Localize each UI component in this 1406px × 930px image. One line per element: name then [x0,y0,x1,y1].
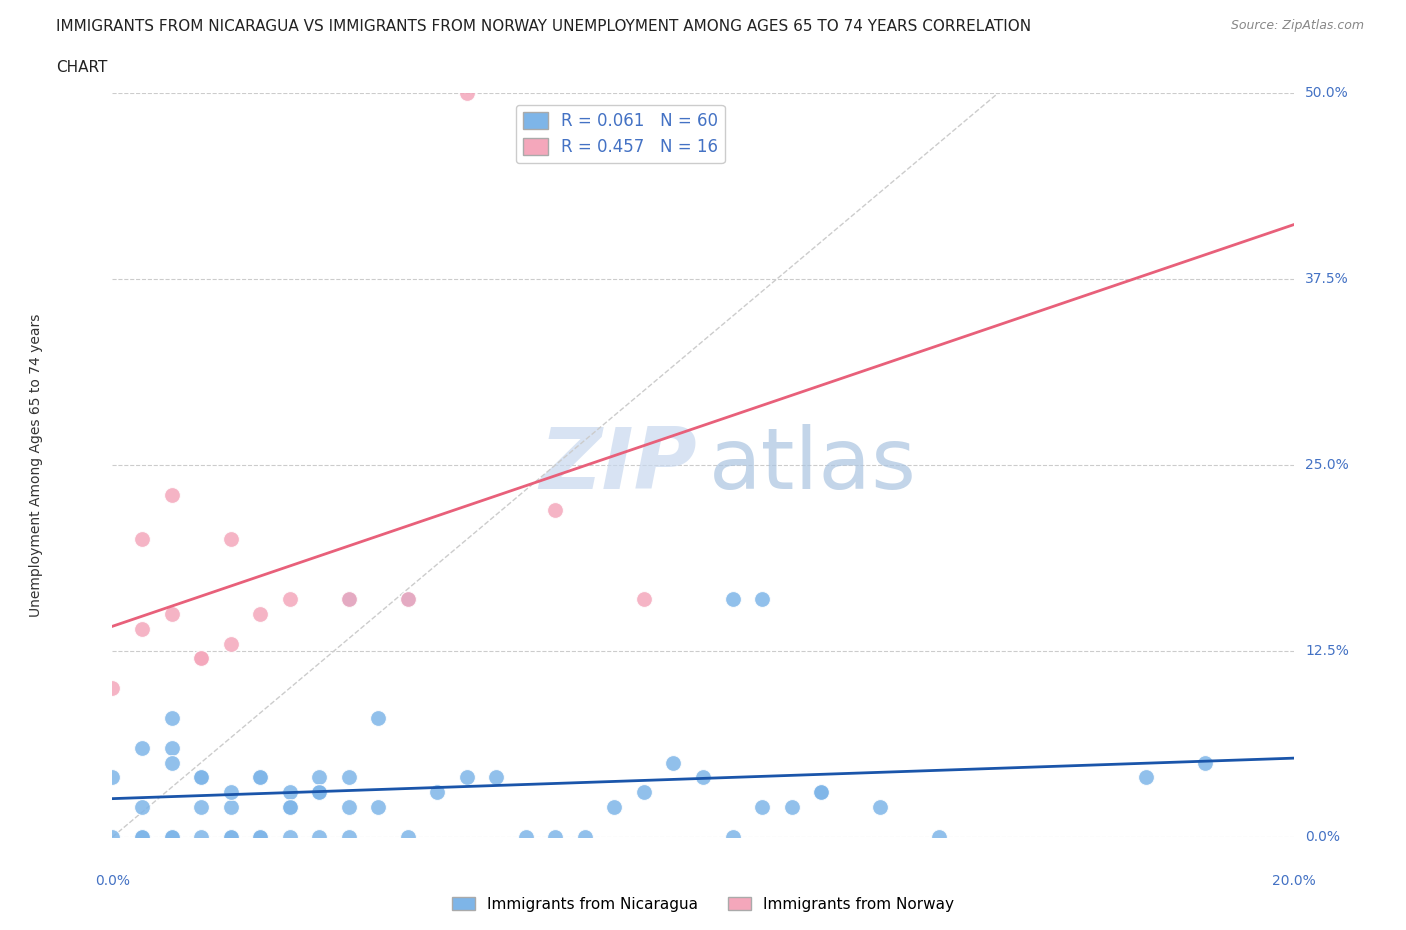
Point [160,711,183,725]
Point [131,621,153,636]
Point [456,86,478,100]
Text: 50.0%: 50.0% [1305,86,1350,100]
Point [810,785,832,800]
Text: 0.0%: 0.0% [96,874,129,888]
Point [131,830,153,844]
Point [603,800,626,815]
Point [869,800,891,815]
Point [278,591,301,606]
Point [544,502,567,517]
Point [249,830,271,844]
Point [367,800,389,815]
Point [337,770,360,785]
Point [1194,755,1216,770]
Text: 20.0%: 20.0% [1271,874,1316,888]
Point [337,591,360,606]
Point [721,830,744,844]
Point [485,770,508,785]
Point [160,606,183,621]
Legend: Immigrants from Nicaragua, Immigrants from Norway: Immigrants from Nicaragua, Immigrants fr… [446,890,960,918]
Point [101,830,124,844]
Point [219,830,242,844]
Point [160,740,183,755]
Text: atlas: atlas [709,423,917,507]
Text: CHART: CHART [56,60,108,75]
Point [249,770,271,785]
Text: Unemployment Among Ages 65 to 74 years: Unemployment Among Ages 65 to 74 years [28,313,42,617]
Point [780,800,803,815]
Point [396,591,419,606]
Point [249,830,271,844]
Point [101,770,124,785]
Point [131,740,153,755]
Point [190,651,212,666]
Point [1135,770,1157,785]
Point [278,785,301,800]
Point [190,800,212,815]
Point [131,532,153,547]
Point [278,830,301,844]
Point [131,800,153,815]
Point [515,830,537,844]
Text: 12.5%: 12.5% [1305,644,1350,658]
Point [278,800,301,815]
Point [367,711,389,725]
Point [308,770,330,785]
Point [633,591,655,606]
Text: Source: ZipAtlas.com: Source: ZipAtlas.com [1230,19,1364,32]
Point [160,830,183,844]
Point [219,532,242,547]
Text: IMMIGRANTS FROM NICARAGUA VS IMMIGRANTS FROM NORWAY UNEMPLOYMENT AMONG AGES 65 T: IMMIGRANTS FROM NICARAGUA VS IMMIGRANTS … [56,19,1032,33]
Legend: R = 0.061   N = 60, R = 0.457   N = 16: R = 0.061 N = 60, R = 0.457 N = 16 [516,105,724,163]
Point [219,785,242,800]
Text: ZIP: ZIP [540,423,697,507]
Point [337,800,360,815]
Point [662,755,685,770]
Point [751,800,773,815]
Point [692,770,714,785]
Point [308,830,330,844]
Point [337,830,360,844]
Point [456,770,478,785]
Point [308,785,330,800]
Point [544,830,567,844]
Point [249,770,271,785]
Point [633,785,655,800]
Point [190,770,212,785]
Point [219,800,242,815]
Point [249,606,271,621]
Point [278,800,301,815]
Text: 37.5%: 37.5% [1305,272,1350,286]
Point [396,830,419,844]
Point [337,591,360,606]
Point [574,830,596,844]
Text: 25.0%: 25.0% [1305,458,1350,472]
Point [160,487,183,502]
Point [131,830,153,844]
Point [101,681,124,696]
Point [308,785,330,800]
Point [426,785,449,800]
Point [190,770,212,785]
Point [810,785,832,800]
Point [190,651,212,666]
Point [160,830,183,844]
Point [396,591,419,606]
Point [721,591,744,606]
Point [219,636,242,651]
Point [219,830,242,844]
Point [190,830,212,844]
Text: 0.0%: 0.0% [1305,830,1340,844]
Point [160,755,183,770]
Point [928,830,950,844]
Point [751,591,773,606]
